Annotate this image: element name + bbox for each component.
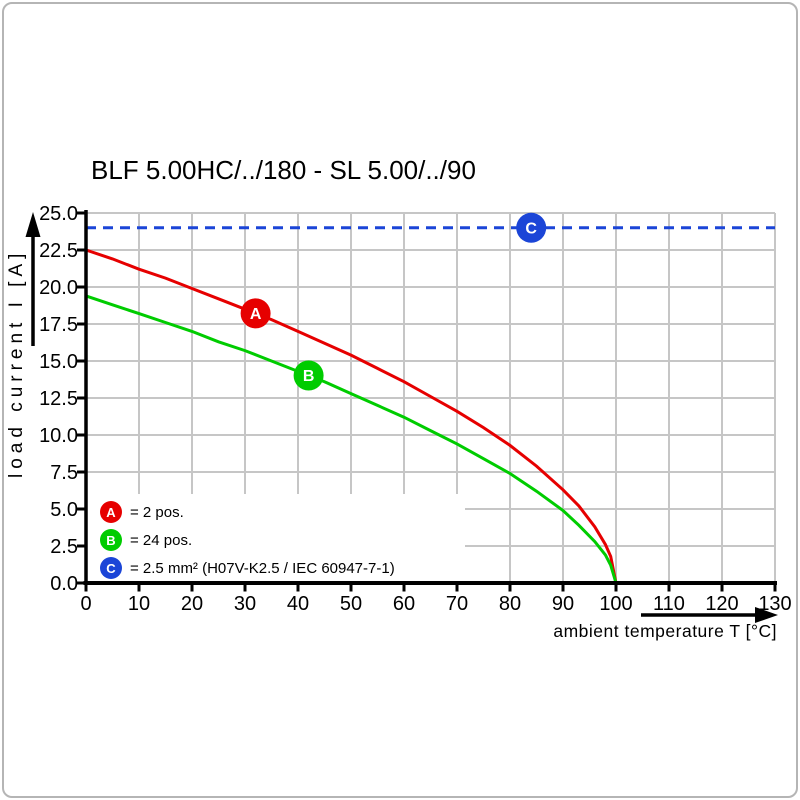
x-tick-label: 60	[393, 593, 415, 615]
grid-lines	[86, 212, 776, 583]
axis-ticks	[77, 211, 777, 592]
tick-labels: 0.0 2.5 5.0 7.5 10.0 12.5 15.0 17.5 20.0 22.5 25.0…	[39, 203, 792, 615]
x-tick-label: 130	[758, 593, 791, 615]
legend-label-c: = 2.5 mm² (H07V-K2.5 / IEC 60947-7-1)	[130, 559, 395, 577]
y-tick-label: 5.0	[50, 499, 78, 521]
x-tick-label: 120	[705, 593, 738, 615]
x-tick-label: 40	[287, 593, 309, 615]
curve-marker-c-letter: C	[525, 220, 537, 237]
x-tick-label: 110	[653, 593, 685, 615]
y-tick-label: 12.5	[39, 388, 78, 410]
series-b-curve	[85, 294, 618, 584]
y-axis-label: load current I [A]	[6, 248, 27, 478]
x-axis-arrow-head	[755, 607, 778, 623]
y-tick-label: 0.0	[50, 573, 78, 595]
y-tick-label: 10.0	[39, 425, 78, 447]
y-tick-label: 15.0	[39, 351, 78, 373]
series-curves	[85, 226, 775, 584]
curve-markers: A B C	[240, 212, 547, 391]
x-tick-label: 70	[446, 593, 468, 615]
y-tick-label: 22.5	[39, 240, 78, 262]
x-tick-label: 10	[128, 593, 150, 615]
y-tick-label: 20.0	[39, 277, 78, 299]
x-tick-label: 20	[181, 593, 203, 615]
y-tick-label: 7.5	[50, 462, 78, 484]
y-axis-arrow-head	[25, 212, 41, 237]
x-tick-label: 90	[552, 593, 574, 615]
legend-marker-a-icon: A	[100, 501, 122, 523]
curve-marker-b	[293, 360, 324, 391]
curve-marker-a-letter: A	[250, 306, 262, 323]
x-tick-label: 30	[234, 593, 256, 615]
legend: A = 2 pos. B = 24 pos. C = 2.5 mm² (H07V…	[100, 501, 395, 585]
x-tick-label: 50	[340, 593, 362, 615]
chart-title: BLF 5.00HC/../180 - SL 5.00/../90	[91, 155, 476, 185]
y-tick-label: 2.5	[50, 536, 78, 558]
x-tick-label: 0	[80, 593, 91, 615]
y-tick-label: 25.0	[39, 203, 78, 225]
legend-item-a: A = 2 pos.	[100, 501, 395, 523]
legend-label-b: = 24 pos.	[130, 531, 193, 549]
legend-marker-b-icon: B	[100, 529, 122, 551]
series-a-curve	[85, 248, 618, 584]
y-tick-label: 17.5	[39, 314, 78, 336]
legend-item-b: B = 24 pos.	[100, 529, 395, 551]
x-tick-label: 100	[599, 593, 632, 615]
legend-item-c: C = 2.5 mm² (H07V-K2.5 / IEC 60947-7-1)	[100, 557, 395, 579]
legend-label-a: = 2 pos.	[130, 503, 184, 521]
curve-marker-b-letter: B	[303, 368, 315, 385]
curve-marker-a	[240, 298, 271, 329]
legend-marker-c-icon: C	[100, 557, 122, 579]
axis-arrows	[25, 212, 778, 623]
legend-background	[87, 494, 465, 582]
curve-marker-c	[516, 212, 547, 243]
x-axis-label: ambient temperature T [°C]	[553, 621, 777, 641]
x-tick-label: 80	[499, 593, 521, 615]
